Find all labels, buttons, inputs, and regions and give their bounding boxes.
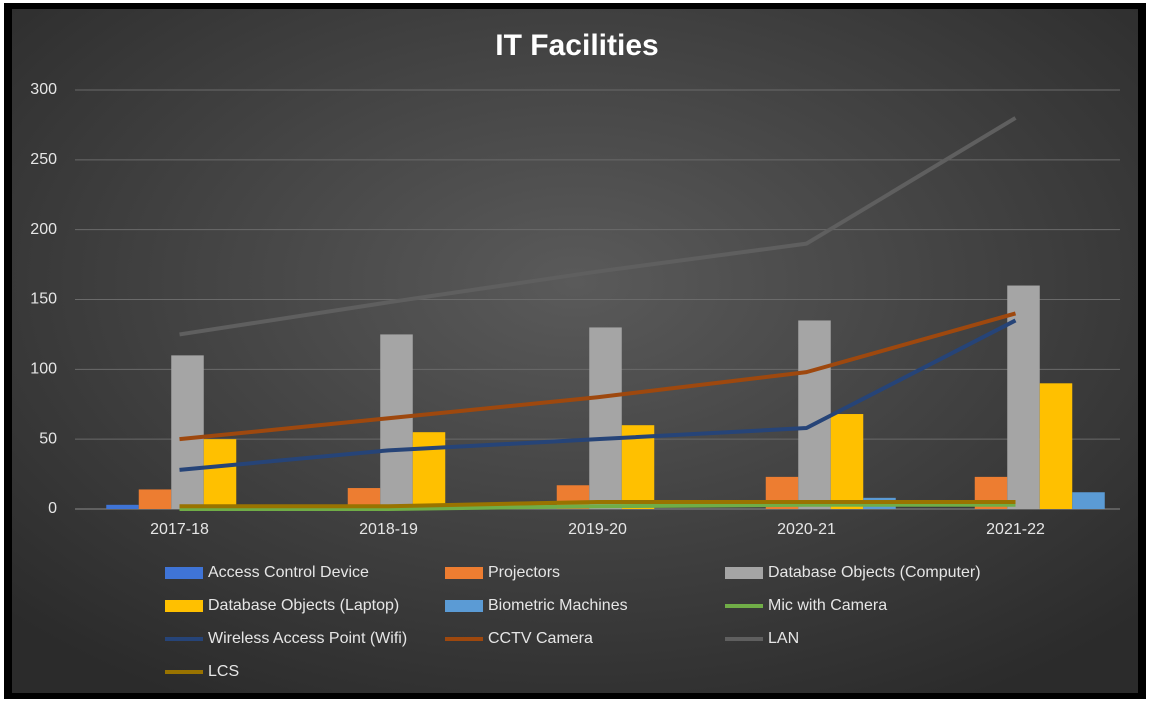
y-tick-label: 200 [30,221,57,238]
legend-swatch [165,600,203,612]
line [179,502,1016,511]
line [179,500,1016,509]
line [179,116,1017,337]
x-tick-label: 2017-18 [150,521,209,538]
bar [171,355,204,509]
bar [1039,383,1073,509]
bar [203,439,237,509]
legend-label: CCTV Camera [488,630,593,647]
legend-label: Database Objects (Laptop) [208,597,399,614]
legend-label: Database Objects (Computer) [768,564,981,581]
legend-label: LAN [768,630,799,647]
legend-swatch [165,567,203,579]
line [179,318,1017,472]
bar [347,488,381,509]
legend-swatch [445,567,483,579]
y-tick-label: 50 [39,430,57,447]
chart-area [12,9,1138,693]
y-tick-label: 300 [30,81,57,98]
y-tick-label: 150 [30,291,57,308]
y-tick-label: 250 [30,151,57,168]
bar [589,327,622,509]
bar [138,489,172,509]
legend-swatch [725,567,763,579]
legend-label: LCS [208,663,239,680]
legend-label: Wireless Access Point (Wifi) [208,630,407,647]
x-tick-label: 2019-20 [568,521,627,538]
chart-title: IT Facilities [495,29,658,62]
legend-label: Mic with Camera [768,597,887,614]
bar [380,334,413,509]
legend-swatch [445,600,483,612]
bar [1007,285,1040,509]
bar [1072,492,1105,509]
y-tick-label: 0 [48,500,57,517]
x-tick-label: 2021-22 [986,521,1045,538]
legend-label: Biometric Machines [488,597,628,614]
legend-label: Projectors [488,564,560,581]
bar [106,504,139,509]
y-tick-label: 100 [30,361,57,378]
x-tick-label: 2018-19 [359,521,418,538]
x-tick-label: 2020-21 [777,521,836,538]
bar [830,414,864,509]
legend-label: Access Control Device [208,564,369,581]
line [179,311,1017,442]
bar [798,320,831,509]
bar [412,432,446,509]
